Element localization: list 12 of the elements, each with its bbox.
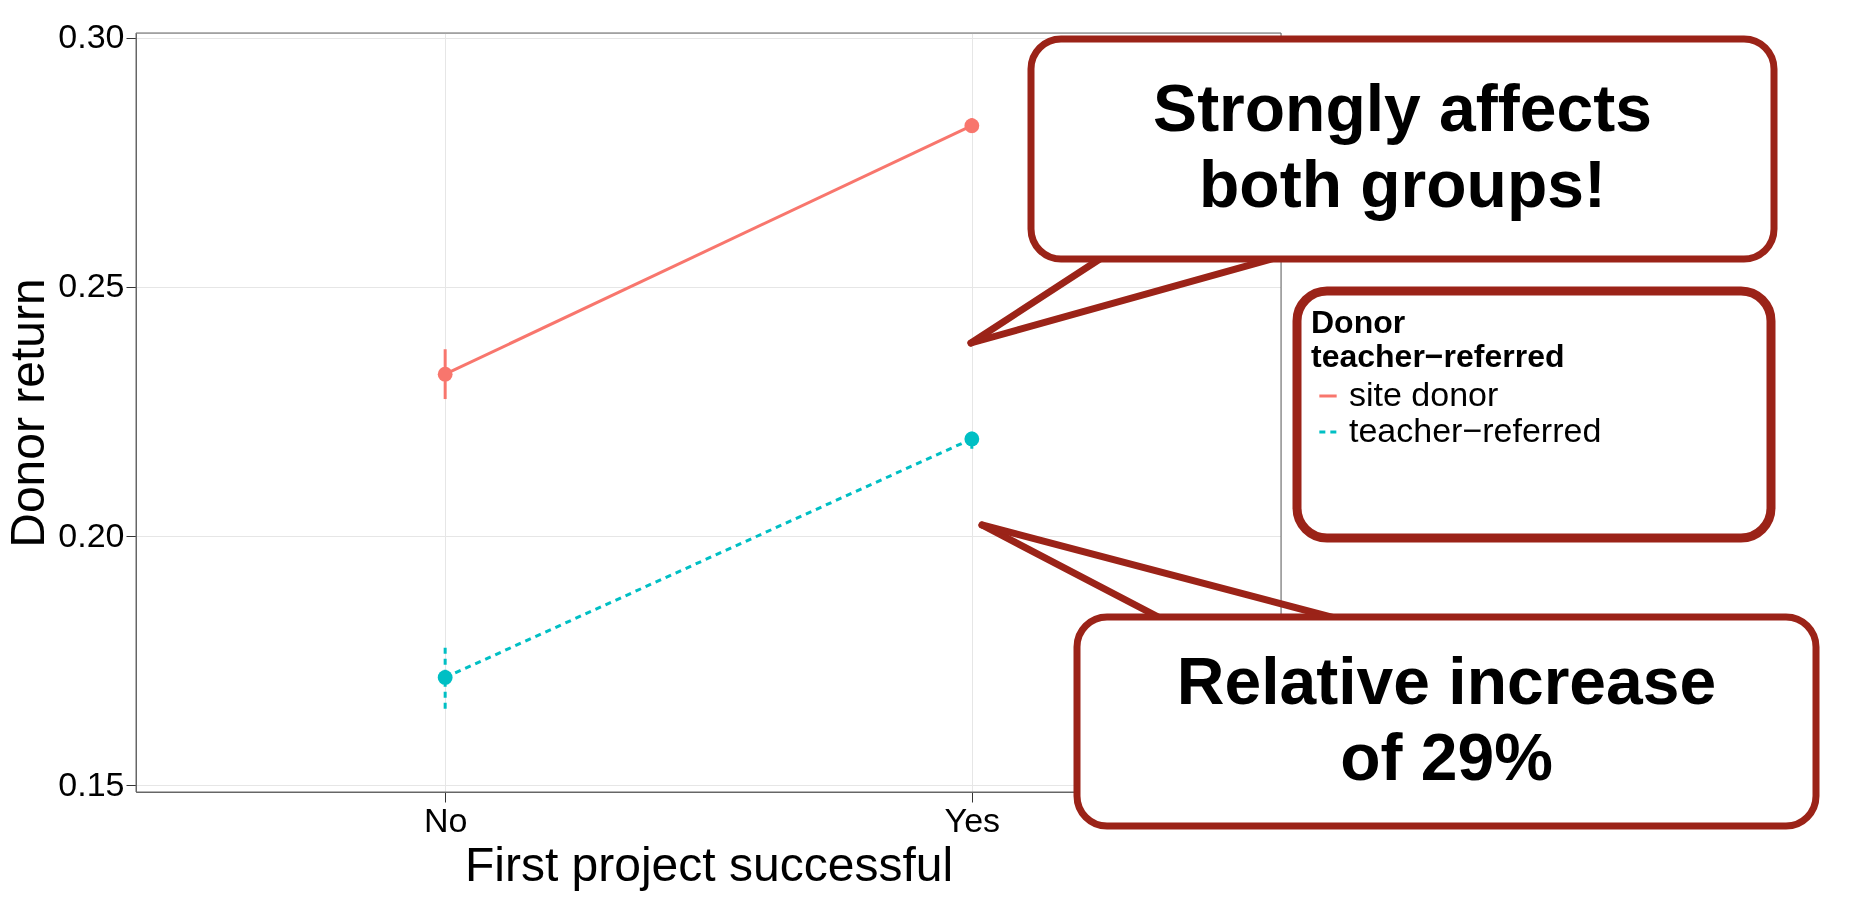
x-tick-label: Yes <box>944 800 1001 839</box>
x-axis-title: First project successful <box>464 837 954 891</box>
y-tick-label: 0.15 <box>58 764 125 803</box>
annotation: Relative increase of 29% <box>1176 643 1717 794</box>
legend-title: Donor teacher−referred <box>1311 304 1565 374</box>
legend-label: site donor <box>1349 375 1499 413</box>
x-tick-label: No <box>423 800 468 839</box>
legend-label: teacher−referred <box>1349 411 1602 449</box>
y-tick-label: 0.30 <box>58 17 125 56</box>
y-tick-label: 0.25 <box>58 266 125 305</box>
y-tick-label: 0.20 <box>58 515 125 554</box>
y-axis-title: Donor return <box>1 278 55 548</box>
